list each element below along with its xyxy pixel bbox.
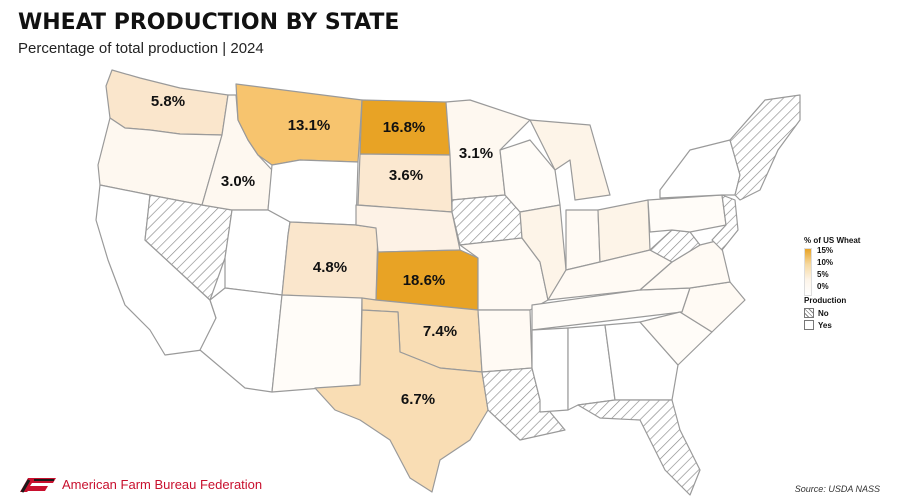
state-value-label-oklahoma: 7.4% — [423, 323, 457, 340]
state-georgia — [604, 321, 679, 401]
state-new-jersey-delaware-maryland — [711, 194, 739, 251]
legend-tick-5: 5% — [817, 270, 829, 279]
legend-tick-0: 0% — [817, 282, 829, 291]
legend-tick-10: 10% — [817, 258, 834, 267]
legend-production-yes: Yes — [804, 320, 896, 330]
legend-tick-15: 15% — [817, 246, 834, 255]
state-michigan — [529, 119, 611, 201]
legend-production-title: Production — [804, 296, 847, 305]
state-west-virginia — [649, 229, 701, 263]
state-pennsylvania — [647, 194, 727, 233]
state-new-york — [659, 139, 741, 199]
legend-gradient — [804, 248, 812, 296]
legend-production-no: No — [804, 308, 896, 318]
chart-title: WHEAT PRODUCTION BY STATE — [18, 10, 400, 35]
state-value-label-texas: 6.7% — [401, 391, 435, 408]
state-new-mexico — [271, 294, 363, 393]
source-note: Source: USDA NASS — [794, 484, 880, 494]
state-value-label-washington: 5.8% — [151, 93, 185, 110]
state-arizona — [199, 287, 283, 393]
state-indiana — [565, 209, 601, 271]
legend: % of US Wheat 15% 10% 5% 0% Production N… — [804, 236, 896, 330]
state-value-label-idaho: 3.0% — [221, 173, 255, 190]
afbf-logo-icon — [20, 478, 56, 493]
state-value-label-colorado: 4.8% — [313, 259, 347, 276]
state-wyoming — [267, 159, 359, 226]
state-texas — [314, 309, 489, 493]
legend-scale: 15% 10% 5% 0% — [804, 246, 896, 296]
state-arkansas — [477, 309, 533, 373]
hatch-swatch — [804, 308, 814, 318]
organization-name: American Farm Bureau Federation — [62, 477, 263, 492]
legend-yes-label: Yes — [818, 320, 832, 330]
chart-subtitle: Percentage of total production | 2024 — [18, 40, 264, 57]
legend-title: % of US Wheat — [804, 236, 861, 245]
state-new-england — [729, 94, 801, 201]
state-value-label-south-dakota: 3.6% — [389, 167, 423, 184]
legend-no-label: No — [818, 308, 829, 318]
blank-swatch — [804, 320, 814, 330]
state-utah — [224, 209, 291, 296]
state-value-label-montana: 13.1% — [288, 117, 331, 134]
state-value-label-kansas: 18.6% — [403, 272, 446, 289]
state-florida — [577, 399, 701, 496]
state-value-label-minnesota: 3.1% — [459, 145, 493, 162]
state-value-label-north-dakota: 16.8% — [383, 119, 426, 136]
